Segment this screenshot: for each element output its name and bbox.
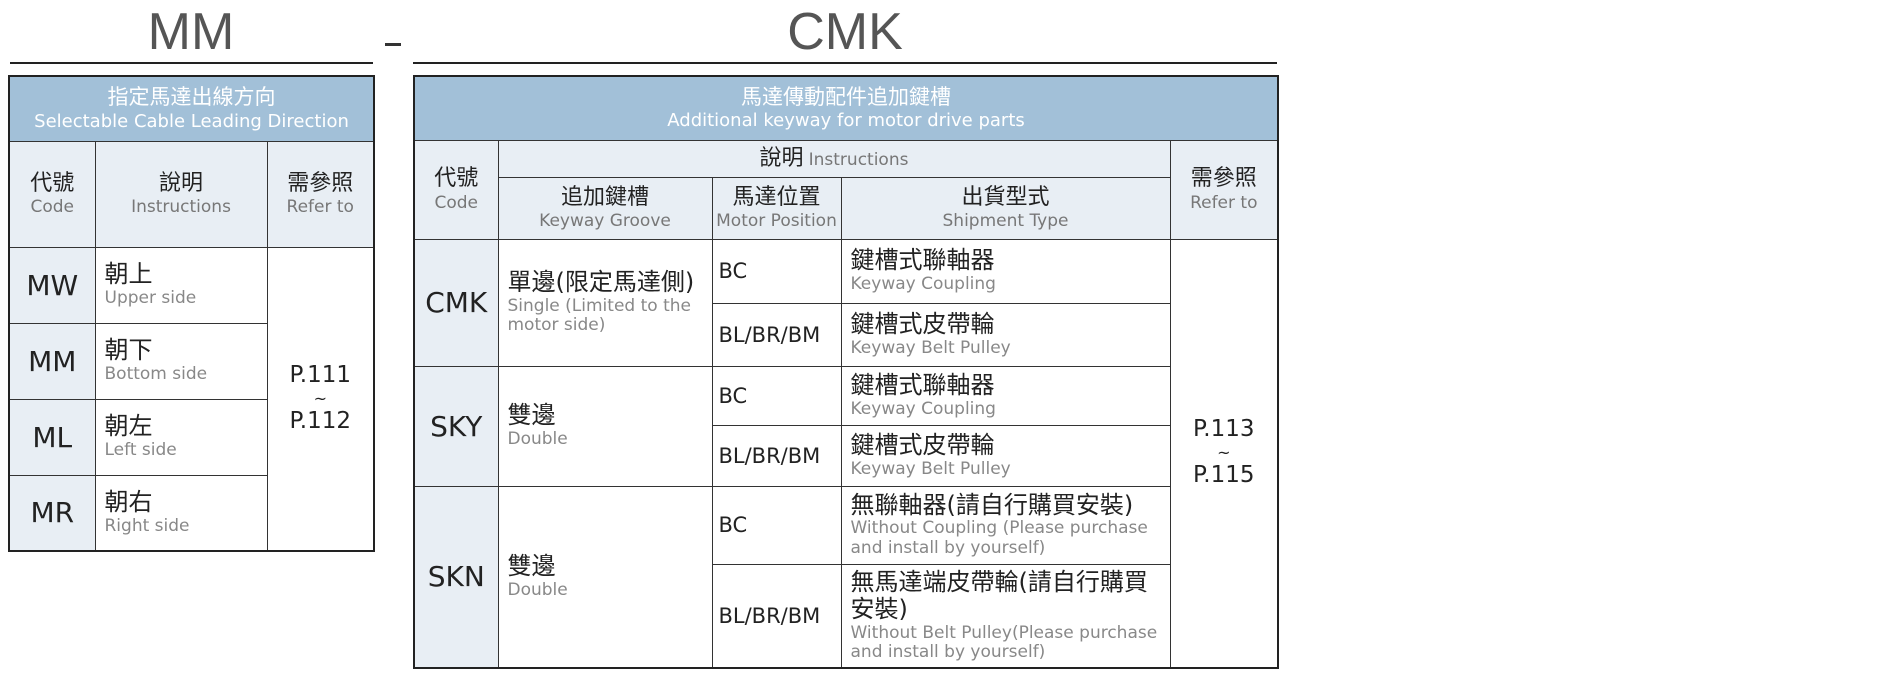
code-cell: MR <box>8 474 96 552</box>
header-instructions: 說明 Instructions <box>94 140 268 248</box>
right-heading: CMK <box>787 3 903 61</box>
table-row: MW 朝上 Upper side P.111 ~ P.112 <box>8 246 375 552</box>
divider <box>10 62 373 64</box>
title-en: Selectable Cable Leading Direction <box>34 110 349 132</box>
header-refer: 需參照 Refer to <box>1169 139 1279 240</box>
table-row: MR 朝右 Right side <box>8 474 374 552</box>
header-instructions: 說明 Instructions <box>497 139 1171 178</box>
position-cell: BL/BR/BM <box>711 424 842 487</box>
desc-cell: 朝左 Left side <box>94 398 268 476</box>
position-cell: BC <box>711 365 842 426</box>
table-row: SKY 雙邊 Double BC 鍵槽式聯軸器 Keyway Coupling <box>413 365 1278 487</box>
code-cell: ML <box>8 398 96 476</box>
header-keyway-groove: 追加鍵槽 Keyway Groove <box>497 176 713 240</box>
shipment-cell: 鍵槽式聯軸器 Keyway Coupling <box>840 238 1171 304</box>
refer-cell: P.113 ~ P.115 <box>1169 238 1279 669</box>
shipment-cell: 鍵槽式聯軸器 Keyway Coupling <box>840 365 1171 426</box>
code-cell: CMK <box>413 238 499 367</box>
title-zh: 指定馬達出線方向 <box>107 85 276 110</box>
keyway-table: 馬達傳動配件追加鍵槽 Additional keyway for motor dr… <box>413 75 1280 669</box>
position-cell: BC <box>711 238 842 304</box>
groove-cell: 雙邊 Double <box>497 365 713 487</box>
desc-cell: 朝下 Bottom side <box>94 322 268 400</box>
position-cell: BC <box>711 485 842 565</box>
position-cell: BL/BR/BM <box>711 302 842 367</box>
table-row: BL/BR/BM 鍵槽式皮帶輪 Keyway Belt Pulley <box>414 302 1278 367</box>
table-row: SKN 雙邊 Double BC 無聯軸器(請自行購買安裝) Without Cou… <box>413 485 1278 669</box>
cable-direction-table: 指定馬達出線方向 Selectable Cable Leading Directi… <box>8 75 376 552</box>
shipment-cell: 鍵槽式皮帶輪 Keyway Belt Pulley <box>840 302 1171 367</box>
table-title: 馬達傳動配件追加鍵槽 Additional keyway for motor dr… <box>413 75 1279 141</box>
title-en: Additional keyway for motor drive parts <box>667 110 1025 132</box>
title-zh: 馬達傳動配件追加鍵槽 <box>741 84 952 109</box>
desc-cell: 朝右 Right side <box>94 474 268 552</box>
refer-cell: P.111 ~ P.112 <box>266 246 375 552</box>
divider <box>413 62 1277 64</box>
code-cell: MW <box>8 246 96 324</box>
table-row: ML 朝左 Left side <box>8 398 374 476</box>
desc-cell: 朝上 Upper side <box>94 246 268 324</box>
table-row: CMK 單邊(限定馬達側) Single (Limited to the moto… <box>413 238 1279 669</box>
position-cell: BL/BR/BM <box>711 563 842 669</box>
separator-dash <box>385 43 401 46</box>
header-code: 代號 Code <box>8 140 96 248</box>
groove-cell: 單邊(限定馬達側) Single (Limited to the motor si… <box>497 238 713 367</box>
shipment-cell: 無馬達端皮帶輪(請自行購買安裝) Without Belt Pulley(Plea… <box>840 563 1171 669</box>
table-row: BL/BR/BM 無馬達端皮帶輪(請自行購買安裝) Without Belt Pu… <box>414 563 1278 669</box>
header-motor-position: 馬達位置 Motor Position <box>711 176 842 240</box>
left-heading: MM <box>147 3 235 61</box>
shipment-cell: 鍵槽式皮帶輪 Keyway Belt Pulley <box>840 424 1171 487</box>
code-cell: SKN <box>413 485 499 669</box>
code-cell: SKY <box>413 365 499 487</box>
shipment-cell: 無聯軸器(請自行購買安裝) Without Coupling (Please pu… <box>840 485 1171 565</box>
table-row: BL/BR/BM 鍵槽式皮帶輪 Keyway Belt Pulley <box>414 424 1278 487</box>
header-shipment-type: 出貨型式 Shipment Type <box>840 176 1171 240</box>
groove-cell: 雙邊 Double <box>497 485 713 669</box>
header-refer: 需參照 Refer to <box>266 140 375 248</box>
header-code: 代號 Code <box>413 139 499 240</box>
table-title: 指定馬達出線方向 Selectable Cable Leading Directi… <box>8 75 375 142</box>
code-cell: MM <box>8 322 96 400</box>
